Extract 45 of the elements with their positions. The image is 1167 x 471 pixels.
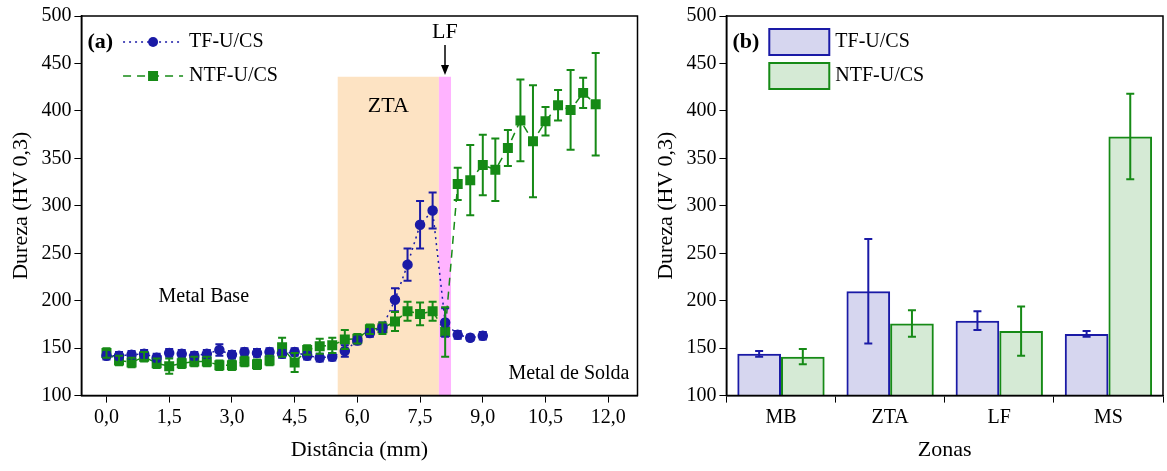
x-tick-label: 3,0 [219, 404, 245, 427]
legend-label: NTF-U/CS [189, 63, 278, 86]
y-tick-label: 350 [41, 145, 72, 168]
x-tick-label: 10,5 [528, 404, 564, 427]
x-tick-label: MS [1093, 404, 1123, 427]
y-tick-label: 250 [686, 240, 717, 263]
x-tick-label: 7,5 [407, 404, 433, 427]
band-label: LF [432, 17, 458, 43]
y-tick-label: 450 [41, 50, 72, 73]
legend-label: NTF-U/CS [835, 63, 925, 86]
y-tick-label: 200 [686, 287, 717, 310]
annotation: (a) [87, 27, 114, 53]
x-tick-label: 4,5 [282, 404, 308, 427]
x-tick-label: 6,0 [344, 404, 370, 427]
annotation: (b) [732, 27, 760, 53]
y-tick-label: 250 [41, 240, 72, 263]
x-tick-label: 1,5 [156, 404, 182, 427]
y-tick-label: 300 [686, 193, 717, 216]
band-label: ZTA [367, 91, 409, 117]
y-tick-label: 450 [686, 50, 717, 73]
y-tick-label: 400 [41, 98, 72, 121]
x-tick-label: 9,0 [470, 404, 496, 427]
x-tick-label: 0,0 [93, 404, 119, 427]
x-tick-label: 12,0 [590, 404, 626, 427]
annotation: Metal Base [158, 284, 250, 307]
y-tick-label: 400 [686, 98, 717, 121]
y-axis-title: Dureza (HV 0,3) [651, 131, 677, 280]
y-tick-label: 350 [686, 145, 717, 168]
x-tick-label: ZTA [871, 404, 910, 427]
x-tick-label: LF [987, 404, 1011, 427]
x-axis-title: Zonas [917, 435, 972, 461]
y-tick-label: 500 [41, 3, 72, 26]
y-tick-label: 300 [41, 193, 72, 216]
legend-label: TF-U/CS [189, 29, 264, 52]
y-tick-label: 500 [686, 3, 717, 26]
annotation: Metal de Solda [508, 360, 630, 383]
y-axis-title: Dureza (HV 0,3) [6, 131, 32, 280]
y-tick-label: 100 [41, 382, 72, 405]
x-tick-label: MB [765, 404, 797, 427]
y-tick-label: 150 [686, 335, 717, 358]
y-tick-label: 150 [41, 335, 72, 358]
x-axis-title: Distância (mm) [290, 435, 429, 461]
y-tick-label: 100 [686, 382, 717, 405]
legend-label: TF-U/CS [835, 29, 910, 52]
y-tick-label: 200 [41, 287, 72, 310]
